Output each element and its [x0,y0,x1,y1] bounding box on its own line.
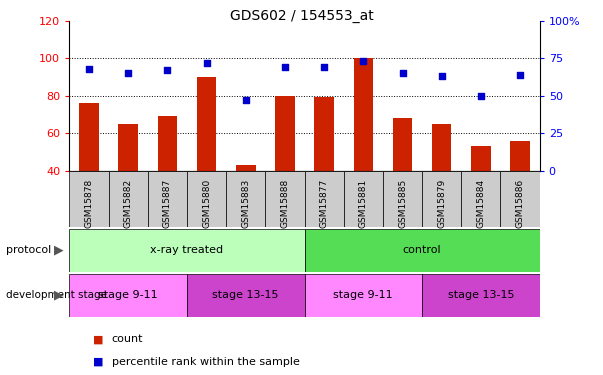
Bar [422,171,461,227]
Text: ■: ■ [93,334,104,344]
Point [241,97,251,103]
Text: GSM15878: GSM15878 [84,179,93,228]
Point [358,58,368,64]
Text: GSM15884: GSM15884 [476,179,485,228]
Bar [471,146,491,171]
Point [320,64,329,70]
Text: stage 9-11: stage 9-11 [98,290,158,300]
Point [201,60,212,66]
Bar [305,171,344,227]
Bar [265,171,305,227]
Text: percentile rank within the sample: percentile rank within the sample [112,357,300,367]
Text: x-ray treated: x-ray treated [150,245,224,255]
Text: GSM15879: GSM15879 [437,179,446,228]
Text: GSM15886: GSM15886 [516,179,525,228]
Bar [118,124,138,171]
Point [515,72,525,78]
Bar [148,171,187,227]
Text: count: count [112,334,143,344]
Bar [197,77,216,171]
Point [84,66,94,72]
Text: GSM15888: GSM15888 [280,179,289,228]
Bar [353,58,373,171]
Bar [226,171,265,227]
Bar [69,229,305,272]
Point [476,93,486,99]
Bar [383,171,422,227]
Bar [157,116,177,171]
Text: stage 9-11: stage 9-11 [333,290,393,300]
Bar [393,118,412,171]
Bar [510,141,530,171]
Bar [187,274,305,317]
Text: GSM15883: GSM15883 [241,179,250,228]
Text: GDS602 / 154553_at: GDS602 / 154553_at [230,9,373,23]
Text: protocol: protocol [6,245,51,255]
Text: GSM15887: GSM15887 [163,179,172,228]
Bar [305,274,422,317]
Bar [275,96,295,171]
Text: stage 13-15: stage 13-15 [212,290,279,300]
Bar [422,274,540,317]
Bar [69,171,109,227]
Bar [79,103,99,171]
Bar [305,229,540,272]
Point [162,67,172,73]
Text: stage 13-15: stage 13-15 [447,290,514,300]
Bar [69,274,187,317]
Bar [109,171,148,227]
Bar [236,165,256,171]
Text: GSM15882: GSM15882 [124,179,133,228]
Text: ▶: ▶ [54,244,63,257]
Bar [187,171,226,227]
Text: GSM15885: GSM15885 [398,179,407,228]
Bar [344,171,383,227]
Bar [432,124,452,171]
Point [398,70,408,76]
Text: ▶: ▶ [54,289,63,302]
Text: ■: ■ [93,357,104,367]
Point [123,70,133,76]
Text: GSM15881: GSM15881 [359,179,368,228]
Text: control: control [403,245,441,255]
Text: GSM15877: GSM15877 [320,179,329,228]
Text: development stage: development stage [6,290,107,300]
Point [437,73,446,79]
Bar [314,98,334,171]
Text: GSM15880: GSM15880 [202,179,211,228]
Bar [461,171,500,227]
Bar [500,171,540,227]
Point [280,64,290,70]
